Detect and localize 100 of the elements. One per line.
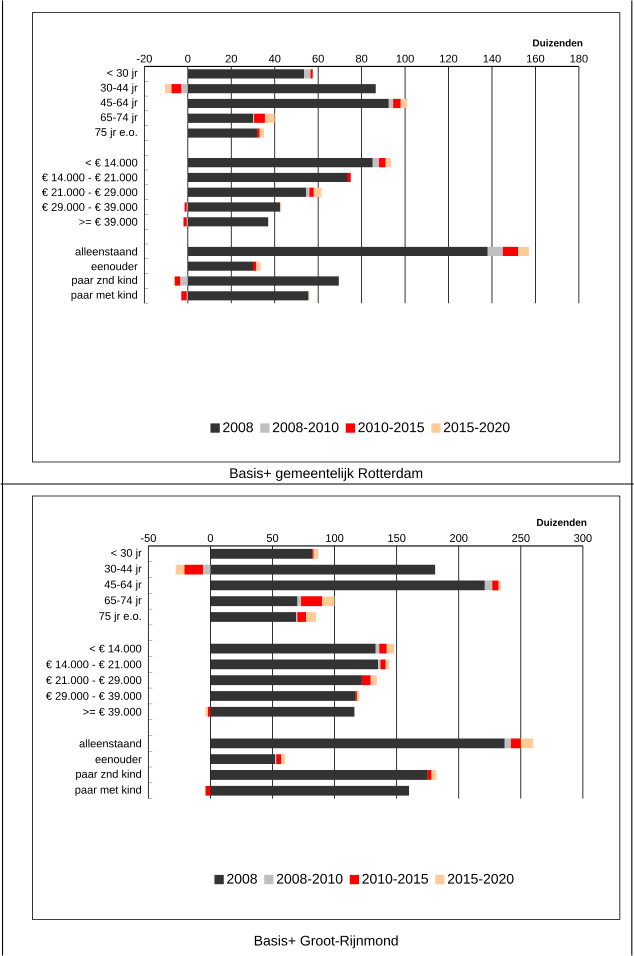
bar <box>210 691 356 701</box>
x-tick-label: 180 <box>570 54 588 63</box>
bar <box>174 276 180 286</box>
x-tick-label: 150 <box>388 534 406 542</box>
bar <box>306 188 310 197</box>
x-tick-label: 250 <box>512 534 530 542</box>
legend-label: 2008-2010 <box>272 422 338 432</box>
legend-label: 2015-2020 <box>444 422 510 432</box>
y-tick-label: < 30 jr <box>111 548 142 559</box>
bar <box>181 291 187 300</box>
bar <box>502 246 518 256</box>
bar <box>347 172 351 182</box>
y-tick-label: alleenstaand <box>79 739 141 748</box>
bar <box>297 612 306 622</box>
legend-label: 2015-2020 <box>448 874 514 884</box>
bar <box>254 114 265 123</box>
legend-label: 2008 <box>222 422 253 432</box>
bar <box>188 172 348 182</box>
y-tick-label: € 29.000 - € 39.000 <box>42 203 138 211</box>
x-tick-label: 160 <box>526 54 544 63</box>
bar <box>210 596 298 606</box>
bar <box>188 276 339 286</box>
bar <box>188 114 253 123</box>
y-tick-label: 45-64 jr <box>104 580 142 591</box>
bar <box>210 564 435 575</box>
text: Basis+ Groot-Rijnmond <box>254 935 398 948</box>
x-tick-label: 300 <box>574 534 592 542</box>
bar <box>362 675 370 686</box>
bar <box>188 188 306 197</box>
y-tick-label: paar met kind <box>75 786 141 796</box>
bar <box>378 158 386 168</box>
bar <box>210 659 378 670</box>
bar <box>428 770 432 780</box>
bar <box>510 738 521 748</box>
y-tick-label: >= € 39.000 <box>79 218 138 226</box>
bar <box>304 69 310 78</box>
x-tick-label: 20 <box>226 54 237 63</box>
bar <box>210 580 485 590</box>
bar <box>164 84 172 94</box>
bar <box>210 548 312 559</box>
text: Basis+ gemeentelijk Rotterdam <box>230 468 422 481</box>
x-tick-label: 60 <box>312 54 324 63</box>
bar <box>372 158 379 168</box>
y-tick-label: € 14.000 - € 21.000 <box>42 174 138 182</box>
bar <box>188 98 389 108</box>
bar <box>385 659 390 670</box>
bar <box>183 217 187 226</box>
y-tick-label: € 29.000 - € 39.000 <box>46 692 142 700</box>
y-tick-label: 65-74 jr <box>104 596 142 606</box>
bar <box>188 128 258 138</box>
bar <box>431 770 436 780</box>
bar <box>313 548 318 559</box>
bar <box>504 738 511 748</box>
y-tick-label: € 14.000 - € 21.000 <box>46 660 142 668</box>
bar <box>492 580 498 590</box>
x-tick-label: 120 <box>440 54 458 63</box>
bar <box>188 291 308 300</box>
x-tick-label: 200 <box>450 534 468 542</box>
legend-label: 2010-2015 <box>358 422 424 432</box>
bar <box>520 738 534 748</box>
bar <box>380 659 386 670</box>
bar <box>210 754 275 764</box>
bar <box>310 69 313 78</box>
x-tick-label: 0 <box>208 534 213 542</box>
bar <box>210 770 428 780</box>
y-tick-label: 75 jr e.o. <box>99 612 141 622</box>
bar <box>276 754 282 764</box>
y-tick-label: < € 14.000 <box>90 644 142 652</box>
bar <box>356 691 360 701</box>
bar <box>252 262 256 271</box>
bar <box>188 246 488 256</box>
bar <box>388 98 393 108</box>
y-tick-label: 30-44 jr <box>104 564 142 575</box>
y-tick-label: >= € 39.000 <box>83 708 142 716</box>
y-tick-label: paar znd kind <box>72 276 137 286</box>
bar <box>205 706 208 717</box>
bar <box>378 659 380 670</box>
bar <box>297 596 301 606</box>
legend-label: 2008-2010 <box>276 874 342 884</box>
legend-label: 2008 <box>226 874 257 884</box>
bar <box>484 580 492 590</box>
bar <box>210 738 504 748</box>
bar <box>300 596 322 606</box>
bar <box>181 84 188 94</box>
legend-label: 2010-2015 <box>362 874 428 884</box>
y-tick-label: eenouder <box>91 262 138 270</box>
bar <box>208 706 210 717</box>
bar <box>498 580 501 590</box>
y-tick-label: 75 jr e.o. <box>95 128 137 138</box>
x-axis-title: Duizenden <box>532 39 582 47</box>
y-tick-label: € 21.000 - € 29.000 <box>42 188 138 196</box>
bar <box>188 217 268 226</box>
bar <box>171 84 182 94</box>
bar <box>322 596 334 606</box>
bar <box>188 262 253 271</box>
bar <box>202 564 210 575</box>
x-tick-label: 0 <box>185 54 190 63</box>
bar <box>385 158 391 168</box>
bar <box>210 706 354 717</box>
bar <box>264 114 275 123</box>
